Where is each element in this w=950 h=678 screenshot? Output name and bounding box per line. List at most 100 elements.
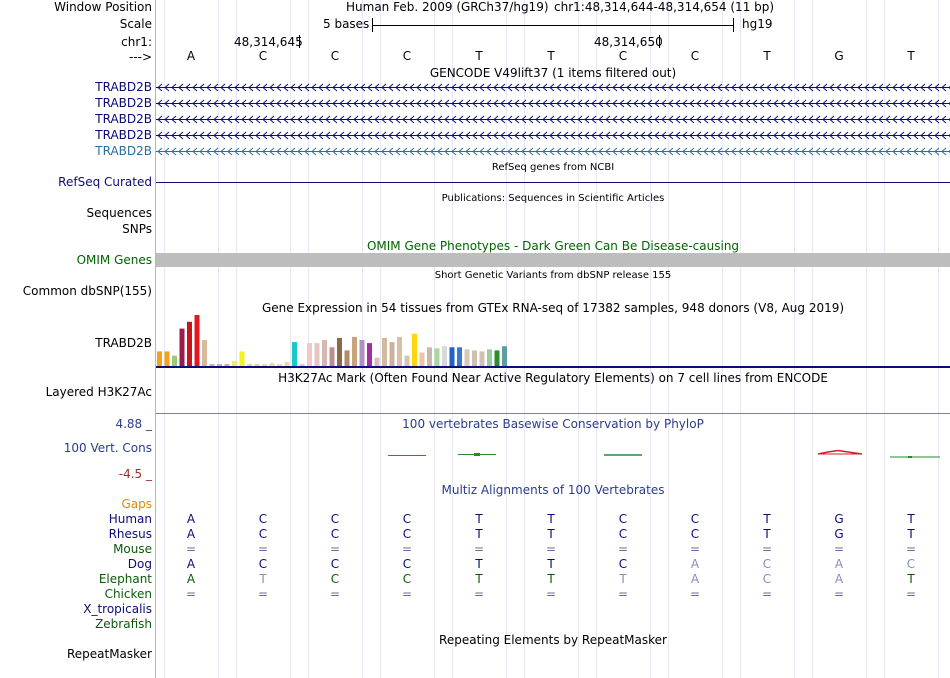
gtex-tissue-bar[interactable]: [449, 347, 455, 366]
gtex-tissue-bar[interactable]: [187, 321, 192, 366]
aligned-base: =: [257, 542, 269, 556]
gtex-tissue-bar[interactable]: [277, 363, 282, 366]
species-label[interactable]: X_tropicalis: [83, 602, 152, 616]
gtex-tissue-bar[interactable]: [224, 363, 230, 366]
gtex-tissue-bar[interactable]: [457, 347, 462, 366]
gencode-transcript[interactable]: [156, 83, 950, 92]
gtex-tissue-bar[interactable]: [389, 342, 395, 366]
gtex-tissue-bar[interactable]: [247, 363, 252, 366]
gtex-tissue-bar[interactable]: [464, 349, 470, 366]
species-label[interactable]: Dog: [127, 557, 152, 571]
pubs-track-title[interactable]: Publications: Sequences in Scientific Ar…: [441, 193, 665, 204]
gencode-gene-label[interactable]: TRABD2B: [95, 112, 152, 126]
gtex-tissue-bar[interactable]: [194, 315, 200, 366]
repeat-track-title[interactable]: Repeating Elements by RepeatMasker: [439, 633, 667, 647]
h3k27ac-signal[interactable]: [156, 413, 950, 414]
gtex-bar-chart[interactable]: [156, 314, 950, 368]
omim-track-title[interactable]: OMIM Gene Phenotypes - Dark Green Can Be…: [366, 239, 740, 253]
gtex-tissue-bar[interactable]: [337, 337, 342, 366]
grid-line: [740, 0, 741, 678]
aligned-base: =: [401, 587, 413, 601]
phylop-track-title[interactable]: 100 vertebrates Basewise Conservation by…: [402, 417, 704, 431]
refseq-line[interactable]: [156, 182, 950, 183]
gtex-tissue-bar[interactable]: [322, 340, 327, 366]
gtex-tissue-bar[interactable]: [307, 343, 312, 366]
gtex-tissue-bar[interactable]: [494, 350, 500, 366]
species-label[interactable]: Zebrafish: [95, 617, 152, 631]
species-label[interactable]: Human: [108, 512, 152, 526]
gtex-tissue-bar[interactable]: [427, 347, 432, 366]
gtex-tissue-bar[interactable]: [299, 363, 305, 366]
omim-label[interactable]: OMIM Genes: [76, 253, 152, 267]
strand-label[interactable]: --->: [128, 50, 152, 64]
gtex-tissue-bar[interactable]: [239, 351, 245, 366]
position-range[interactable]: chr1:48,314,644-48,314,654 (11 bp): [554, 0, 775, 14]
grid-line: [236, 0, 237, 678]
gtex-tissue-bar[interactable]: [232, 360, 237, 366]
gtex-tissue-bar[interactable]: [367, 343, 372, 366]
gtex-tissue-bar[interactable]: [397, 336, 402, 366]
species-label[interactable]: Elephant: [98, 572, 152, 586]
aligned-base: =: [545, 587, 557, 601]
gtex-tissue-bar[interactable]: [344, 350, 350, 366]
gencode-gene-label[interactable]: TRABD2B: [95, 80, 152, 94]
gtex-tissue-bar[interactable]: [404, 355, 410, 366]
gencode-transcript[interactable]: [156, 115, 950, 124]
gencode-gene-label[interactable]: TRABD2B: [95, 96, 152, 110]
aligned-base: C: [258, 512, 268, 526]
gencode-gene-label[interactable]: TRABD2B: [95, 128, 152, 142]
phylop-score-peak[interactable]: [817, 449, 863, 455]
refseq-label[interactable]: RefSeq Curated: [58, 175, 152, 189]
gtex-tissue-bar[interactable]: [412, 333, 417, 366]
gtex-track-title[interactable]: Gene Expression in 54 tissues from GTEx …: [261, 301, 845, 315]
sequences-label[interactable]: Sequences: [86, 206, 152, 220]
refseq-track-title[interactable]: RefSeq genes from NCBI: [491, 162, 615, 173]
gtex-tissue-bar[interactable]: [217, 363, 222, 366]
species-label[interactable]: Mouse: [113, 542, 152, 556]
multiz-track-title[interactable]: Multiz Alignments of 100 Vertebrates: [441, 483, 665, 497]
gtex-tissue-bar[interactable]: [209, 363, 215, 366]
gtex-tissue-bar[interactable]: [374, 357, 380, 366]
gtex-tissue-bar[interactable]: [314, 343, 320, 366]
omim-bar[interactable]: [156, 253, 950, 267]
h3k27ac-track-title[interactable]: H3K27Ac Mark (Often Found Near Active Re…: [278, 371, 828, 385]
gencode-transcript[interactable]: [156, 147, 950, 156]
repeatmasker-label[interactable]: RepeatMasker: [66, 647, 152, 661]
gtex-tissue-bar[interactable]: [262, 363, 267, 366]
gtex-tissue-bar[interactable]: [487, 349, 492, 366]
gtex-gene-label[interactable]: TRABD2B: [95, 336, 152, 350]
gtex-tissue-bar[interactable]: [434, 348, 440, 366]
gtex-tissue-bar[interactable]: [479, 351, 485, 366]
gtex-tissue-bar[interactable]: [172, 355, 177, 366]
phylop-label[interactable]: 100 Vert. Cons: [63, 441, 152, 455]
gencode-gene-label[interactable]: TRABD2B: [95, 144, 152, 158]
gtex-tissue-bar[interactable]: [329, 347, 335, 366]
h3k27ac-label[interactable]: Layered H3K27Ac: [45, 385, 152, 399]
dbsnp-track-title[interactable]: Short Genetic Variants from dbSNP releas…: [434, 270, 672, 281]
dbsnp-label[interactable]: Common dbSNP(155): [22, 284, 152, 298]
gtex-tissue-bar[interactable]: [472, 350, 477, 366]
gtex-tissue-bar[interactable]: [179, 328, 185, 366]
species-label[interactable]: Rhesus: [108, 527, 152, 541]
species-label[interactable]: Gaps: [121, 497, 152, 511]
gtex-tissue-bar[interactable]: [442, 346, 447, 366]
gtex-tissue-bar[interactable]: [202, 340, 207, 366]
gtex-tissue-bar[interactable]: [382, 337, 387, 366]
snps-label[interactable]: SNPs: [122, 222, 152, 236]
gtex-tissue-bar[interactable]: [352, 336, 357, 366]
gencode-transcript[interactable]: [156, 131, 950, 140]
phylop-plot[interactable]: [156, 440, 950, 464]
gtex-tissue-bar[interactable]: [269, 362, 275, 366]
gtex-tissue-bar[interactable]: [254, 363, 260, 366]
gtex-tissue-bar[interactable]: [292, 342, 297, 366]
gtex-tissue-bar[interactable]: [284, 361, 290, 366]
gtex-tissue-bar[interactable]: [359, 340, 365, 366]
species-label[interactable]: Chicken: [104, 587, 152, 601]
gencode-transcript[interactable]: [156, 99, 950, 108]
gtex-tissue-bar[interactable]: [157, 351, 162, 366]
gtex-tissue-bar[interactable]: [502, 346, 507, 366]
gencode-track-title[interactable]: GENCODE V49lift37 (1 items filtered out): [429, 66, 677, 80]
gtex-tissue-bar[interactable]: [419, 352, 425, 367]
gtex-tissue-bar[interactable]: [164, 351, 170, 366]
aligned-base: C: [762, 557, 772, 571]
